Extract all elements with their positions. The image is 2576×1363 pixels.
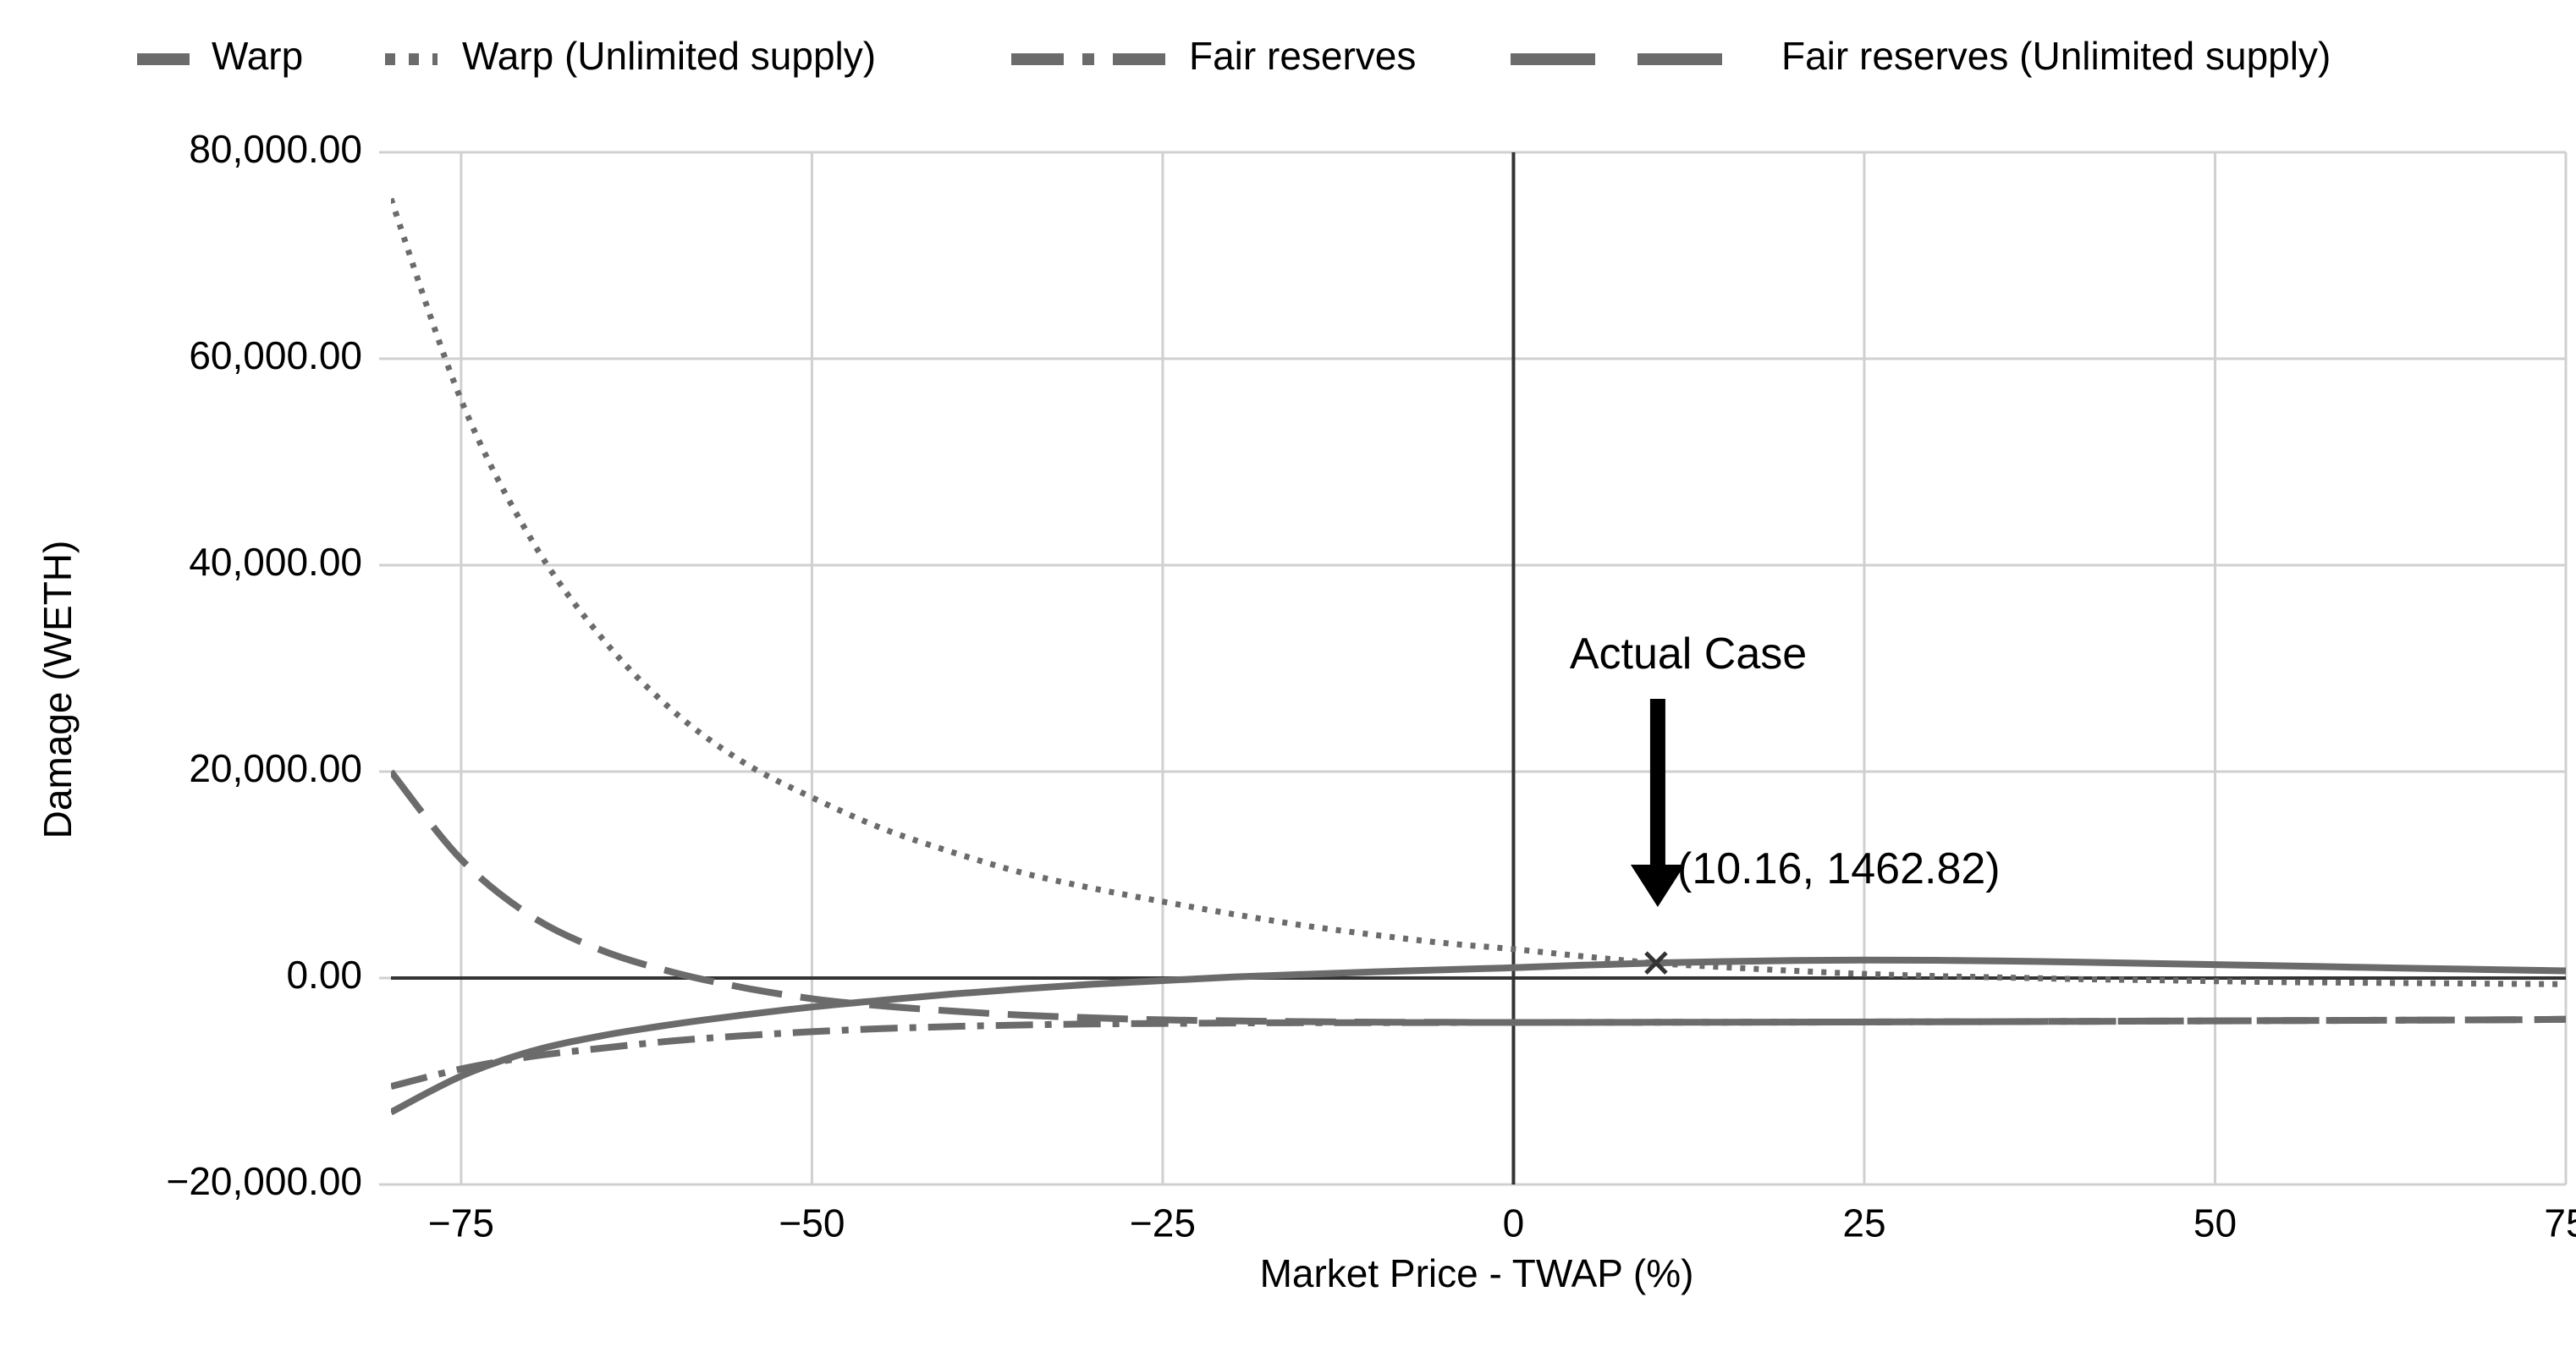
grid	[379, 151, 2568, 1186]
y-tick-label: −20,000.00	[166, 1159, 362, 1203]
x-axis-label: Market Price - TWAP (%)	[1260, 1251, 1694, 1295]
legend-label-2: Warp (Unlimited supply)	[462, 34, 876, 78]
annotation-point-label: (10.16, 1462.82)	[1677, 844, 2001, 893]
y-tick-label: 40,000.00	[189, 540, 362, 584]
annotation-arrow-shaft	[1649, 699, 1665, 870]
axes	[391, 152, 2566, 1184]
series-line-1	[391, 956, 2566, 1116]
series-line-4	[391, 769, 2566, 1026]
x-tick-label: −25	[1130, 1201, 1196, 1245]
y-axis-label: Damage (WETH)	[36, 541, 80, 839]
legend-label-1: Warp	[212, 34, 303, 78]
x-tick-label: 50	[2193, 1201, 2237, 1245]
x-tick-label: 0	[1503, 1201, 1525, 1245]
legend: Warp Warp (Unlimited supply) Fair reserves…	[137, 34, 2331, 78]
x-tick-label: −50	[779, 1201, 845, 1245]
x-tick-label: 25	[1842, 1201, 1885, 1245]
legend-label-4: Fair reserves (Unlimited supply)	[1781, 34, 2331, 78]
series-group	[391, 197, 2566, 1116]
annotation-arrow-head	[1630, 865, 1685, 907]
y-tick-label: 60,000.00	[189, 333, 362, 377]
x-tick-label: −75	[428, 1201, 494, 1245]
series-line-3	[391, 1015, 2566, 1090]
y-tick-label: 80,000.00	[189, 127, 362, 171]
annotation-point-marker	[1644, 951, 1668, 975]
y-tick-label: 0.00	[286, 953, 362, 997]
annotation-actual-case: Actual Case	[1570, 629, 1807, 679]
legend-label-3: Fair reserves	[1189, 34, 1416, 78]
series-line-2	[391, 197, 2566, 987]
tick-labels: −75 −50 −25 0 25 50 75 −20,000.00 0.00 20,000.00 4…	[166, 127, 2576, 1245]
x-tick-label: 75	[2544, 1201, 2576, 1245]
y-tick-label: 20,000.00	[189, 746, 362, 790]
annotations: Actual Case (10.16, 1462.82)	[1570, 629, 2001, 975]
